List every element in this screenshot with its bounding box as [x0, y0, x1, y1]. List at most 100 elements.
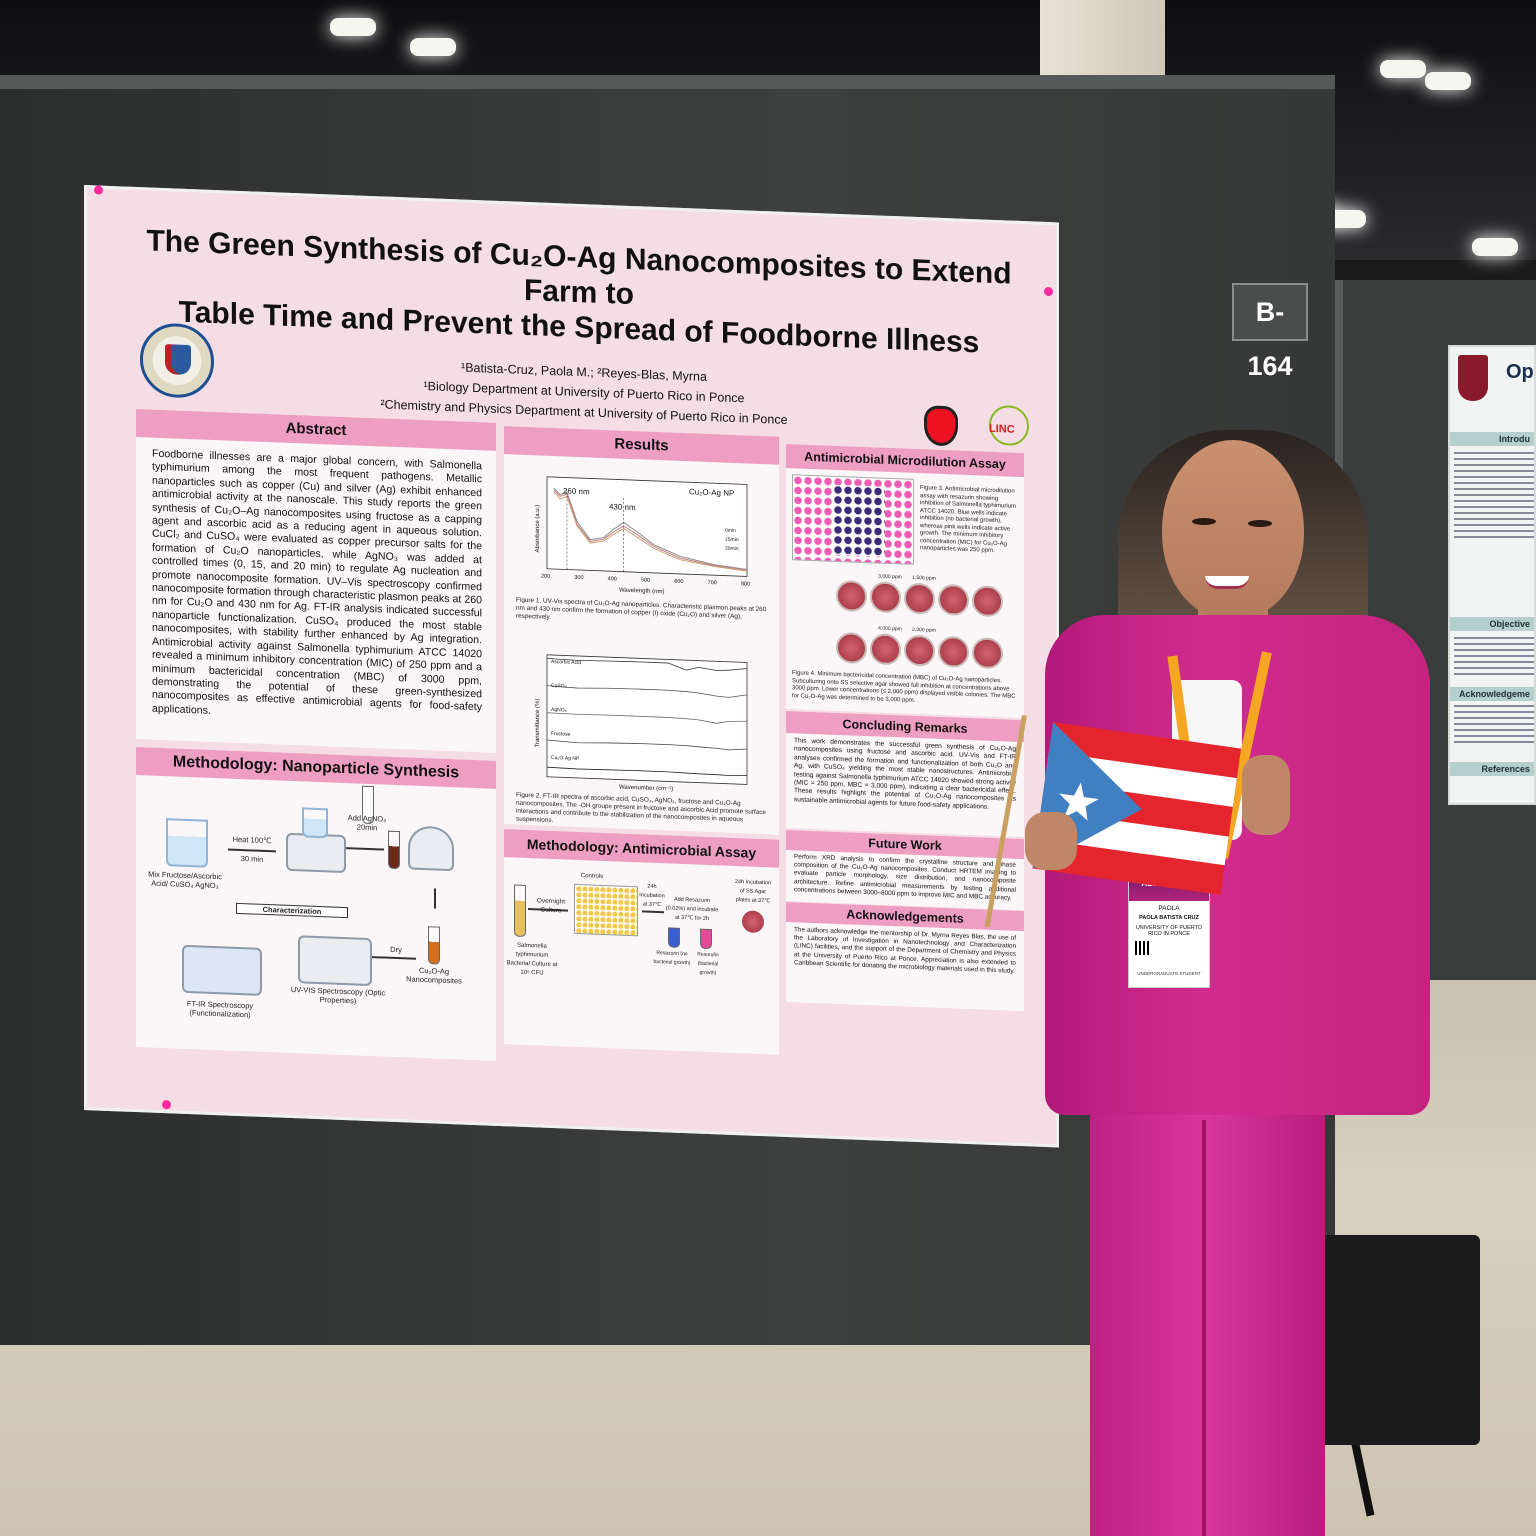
abstract-text: Foodborne illnesses are a major global c… [152, 447, 482, 717]
magenta-pants [1090, 1080, 1325, 1536]
uvvis-legend-entry: 15min [725, 537, 739, 544]
eye [1192, 518, 1216, 525]
concluding-text: This work demonstrates the successful gr… [794, 737, 1016, 811]
uvvis-series-line [553, 487, 748, 570]
ftir-ylabel: Transmittance (%) [535, 699, 541, 748]
uvvis-xlabel: Wavelength (nm) [619, 588, 664, 596]
linc-logo: LINC [989, 404, 1029, 447]
sample-tube-icon [388, 830, 400, 870]
future-work-text: Perform XRD analysis to confirm the crys… [794, 853, 1016, 902]
figure3-caption: Figure 3. Antimicrobial microdilution as… [920, 485, 1017, 554]
hand [1025, 812, 1077, 870]
ftir-xlabel: Wavenumber (cm⁻¹) [619, 785, 673, 793]
uvvis-tick-label: 300 [574, 575, 583, 581]
star-icon [1059, 782, 1099, 821]
badge-school: UNIVERSITY OF PUERTO RICO IN PONCE [1135, 925, 1203, 937]
agar-plate [938, 583, 969, 616]
uvvis-tick-label: 700 [708, 580, 717, 586]
abstract-section: Abstract Foodborne illnesses are a major… [136, 408, 496, 753]
neighbor-heading: Objective [1450, 617, 1534, 631]
neighbor-poster-title: Opti [1506, 361, 1534, 383]
ftir-series-label: CuSO₄ [551, 683, 567, 690]
ftir-series-line [546, 685, 748, 698]
badge-role: UNDERGRADUATE STUDENT [1137, 971, 1201, 976]
resazurin-tube-icon [668, 927, 680, 948]
uvvis-legend-entry: 20min [725, 546, 739, 553]
ftir-series-label: Ascorbic Acid [551, 659, 581, 666]
neighbor-poster: Opti Introdu Objective Acknowledgeme Ref… [1448, 345, 1536, 805]
qr-code-icon [1135, 941, 1149, 955]
arrow-icon [642, 910, 664, 914]
hot-plate-icon [286, 832, 346, 874]
arrow-icon [346, 847, 384, 851]
neighbor-heading: Acknowledgeme [1450, 687, 1534, 701]
beaker-icon [166, 818, 208, 868]
agar-plate [904, 582, 935, 615]
methodology-synthesis-section: Methodology: Nanoparticle Synthesis Mix … [136, 746, 496, 1061]
beaker-icon [302, 807, 328, 839]
push-pin [94, 185, 103, 195]
uvvis-legend-entry: 0min [725, 528, 736, 534]
smile [1205, 576, 1249, 589]
uvvis-ylabel: Absorbance (a.u.) [535, 505, 541, 553]
culture-tube-icon [514, 884, 526, 937]
centrifuge-icon [408, 825, 454, 872]
lab-flask-logo [924, 405, 958, 447]
agar-plate [904, 634, 935, 667]
nanocomposite-tube-icon [428, 926, 440, 965]
ftir-plot-frame [546, 654, 748, 785]
ftir-series-label: AgNO₃ [551, 707, 567, 714]
arrow-icon [372, 956, 416, 960]
agar-plate [972, 637, 1003, 670]
figure4-caption: Figure 4. Minimum bactericidal concentra… [792, 670, 1016, 704]
figure1-caption: Figure 1. UV-Vis spectra of Cu₂O-Ag nano… [516, 596, 767, 621]
uvvis-sample-label: Cu₂O-Ag NP [689, 487, 734, 498]
face [1162, 440, 1304, 620]
uvvis-peak-label-260: 260 nm [563, 486, 590, 496]
agar-plate [938, 635, 969, 668]
badge-name: PAOLA [1158, 905, 1180, 912]
well-plate-icon [574, 883, 638, 937]
arrow-icon [434, 888, 436, 909]
uvvis-series-line [553, 489, 748, 571]
methodology-assay-section: Methodology: Antimicrobial Assay Salmone… [504, 829, 779, 1055]
agar-plate-icon [742, 910, 764, 934]
ftir-spectrometer-icon [182, 944, 262, 996]
arrow-icon [228, 848, 276, 853]
ftir-series-label: Cu₂O-Ag NP [551, 755, 580, 762]
uvvis-tick-label: 400 [608, 576, 617, 582]
neighbor-heading: References [1450, 762, 1534, 776]
puerto-rico-flag-icon [1032, 722, 1242, 896]
antimicrobial-section: Antimicrobial Microdilution Assay Figure… [786, 443, 1024, 719]
push-pin [162, 1099, 171, 1110]
uvvis-spectrometer-icon [298, 935, 372, 987]
future-work-section: Future Work Perform XRD analysis to conf… [786, 829, 1024, 911]
uvvis-chart: 200 300 400 500 600 700 800 260 nm 430 nm Cu₂O… [535, 476, 750, 596]
concluding-section: Concluding Remarks This work demonstrate… [786, 710, 1024, 838]
ftir-series-label: Fructose [551, 731, 571, 738]
ftir-chart: Ascorbic Acid CuSO₄ AgNO₃ Fructose Cu₂O-Ag N… [535, 654, 748, 793]
uvvis-tick-label: 500 [641, 577, 650, 583]
agar-plate [972, 585, 1003, 618]
eye [1248, 520, 1272, 527]
ftir-series-line [546, 739, 748, 751]
acknowledgements-text: The authors acknowledge the mentorship o… [794, 926, 1016, 975]
ftir-series-line [546, 657, 748, 671]
uvvis-tick-label: 800 [741, 581, 750, 587]
uvvis-tick-label: 200 [541, 574, 550, 580]
uvvis-plot-frame [546, 476, 748, 577]
neighbor-heading: Introdu [1450, 432, 1534, 446]
booth-number-sign: B-164 [1232, 283, 1308, 381]
ftir-series-line [546, 766, 748, 776]
microdilution-plate-photo [792, 474, 914, 565]
resorufin-tube-icon [700, 928, 712, 950]
neighbor-logo [1458, 355, 1488, 401]
hand [1242, 755, 1290, 835]
agar-plate [836, 631, 867, 665]
uvvis-peak-label-430: 430 nm [609, 502, 636, 512]
agar-plate [870, 581, 901, 614]
research-poster: The Green Synthesis of Cu₂O-Ag Nanocompo… [84, 185, 1059, 1148]
badge-fullname: PAOLA BATISTA CRUZ [1139, 915, 1199, 921]
agar-plate [870, 633, 901, 666]
ftir-series-line [546, 712, 748, 724]
